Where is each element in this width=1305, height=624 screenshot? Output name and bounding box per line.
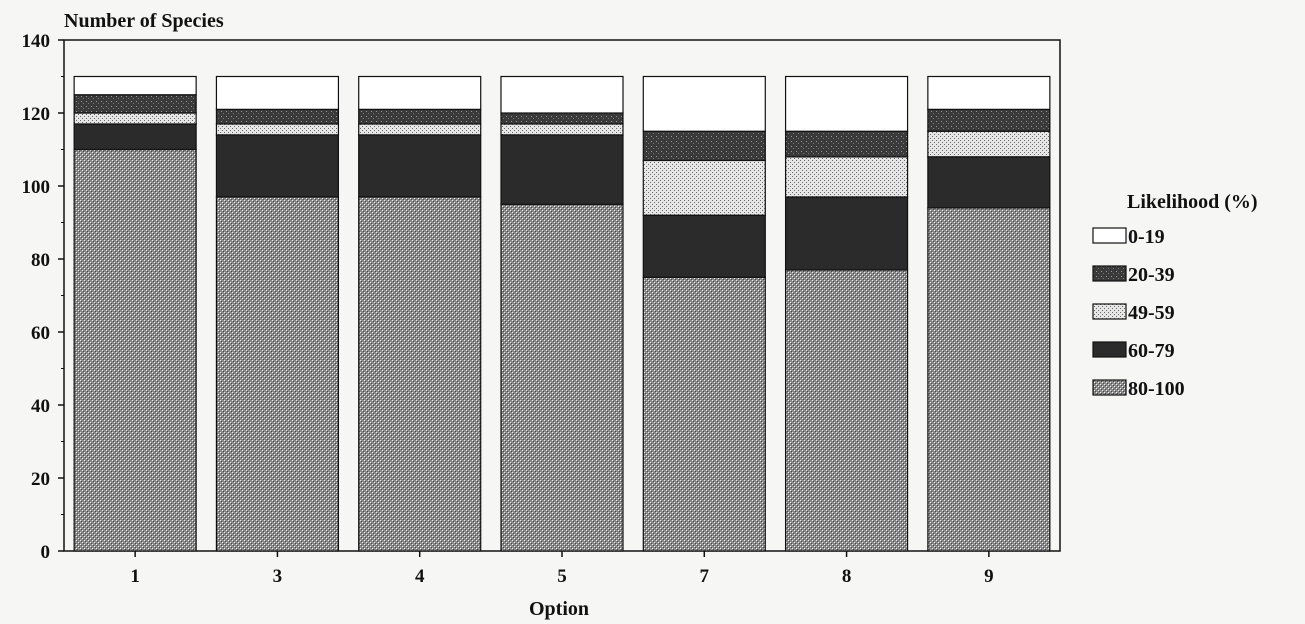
bar-segment-60-79 bbox=[642, 214, 766, 278]
bar-segment-60-79 bbox=[500, 134, 624, 205]
bar-segment-20-39 bbox=[358, 108, 482, 125]
legend-label-49-59: 49-59 bbox=[1128, 302, 1175, 324]
legend-swatch-80-100 bbox=[1092, 379, 1127, 396]
y-axis: 0 20 40 60 80 100 120 140 bbox=[22, 31, 64, 563]
legend-title: Likelihood (%) bbox=[1127, 191, 1258, 213]
x-tick-label: 1 bbox=[130, 566, 140, 587]
y-tick-label: 60 bbox=[31, 323, 50, 344]
bar-segment-20-39 bbox=[500, 112, 624, 125]
bar-segment-0-19 bbox=[784, 75, 909, 132]
legend-label-60-79: 60-79 bbox=[1128, 340, 1175, 362]
y-axis-title: Number of Species bbox=[64, 10, 224, 32]
y-tick-label: 120 bbox=[22, 104, 51, 125]
y-tick-label: 140 bbox=[22, 31, 51, 52]
bar-segment-0-19 bbox=[73, 75, 197, 96]
bar-segment-80-100 bbox=[927, 207, 1051, 552]
bar-segment-60-79 bbox=[73, 123, 197, 151]
bars bbox=[73, 75, 1051, 552]
legend-label-20-39: 20-39 bbox=[1128, 264, 1175, 286]
bar-segment-60-79 bbox=[215, 134, 340, 198]
plot-area: 0 20 40 60 80 100 120 140 1 3 4 5 7 8 9 bbox=[22, 31, 1061, 587]
y-tick-label: 80 bbox=[31, 250, 50, 271]
bar-segment-80-100 bbox=[784, 269, 909, 552]
x-axis: 1 3 4 5 7 8 9 bbox=[130, 551, 994, 587]
bar-segment-60-79 bbox=[358, 134, 482, 198]
x-tick-label: 7 bbox=[700, 566, 710, 587]
bar-segment-49-59 bbox=[73, 112, 197, 125]
bar-segment-20-39 bbox=[215, 108, 340, 125]
bar-segment-0-19 bbox=[927, 75, 1051, 110]
bar-segment-60-79 bbox=[927, 156, 1051, 209]
y-tick-label: 100 bbox=[22, 177, 51, 198]
bar-segment-80-100 bbox=[500, 203, 624, 552]
bar-segment-80-100 bbox=[358, 196, 482, 552]
bar-segment-60-79 bbox=[784, 196, 909, 271]
x-axis-title: Option bbox=[529, 598, 589, 620]
x-tick-label: 3 bbox=[273, 566, 283, 587]
y-tick-label: 40 bbox=[31, 396, 50, 417]
bar-segment-20-39 bbox=[784, 130, 909, 158]
legend-swatch-20-39 bbox=[1092, 265, 1127, 282]
bar-segment-20-39 bbox=[642, 130, 766, 162]
legend-swatch-60-79 bbox=[1092, 341, 1127, 358]
bar-segment-49-59 bbox=[358, 123, 482, 136]
bar-segment-20-39 bbox=[927, 108, 1051, 132]
legend: Likelihood (%) 0-19 20-39 49-59 60-79 80-100 bbox=[1092, 191, 1258, 400]
bar-segment-0-19 bbox=[500, 75, 624, 114]
bar-segment-49-59 bbox=[927, 130, 1051, 158]
y-tick-label: 20 bbox=[31, 469, 50, 490]
bar-segment-49-59 bbox=[784, 156, 909, 198]
x-tick-label: 9 bbox=[984, 566, 994, 587]
bar-segment-0-19 bbox=[642, 75, 766, 132]
legend-swatch-49-59 bbox=[1092, 303, 1127, 320]
x-tick-label: 4 bbox=[415, 566, 425, 587]
bar-segment-80-100 bbox=[73, 148, 197, 552]
bar-segment-20-39 bbox=[73, 94, 197, 114]
legend-label-80-100: 80-100 bbox=[1128, 378, 1185, 400]
bar-segment-49-59 bbox=[500, 123, 624, 136]
bar-segment-0-19 bbox=[215, 75, 340, 110]
bar-segment-80-100 bbox=[215, 196, 340, 552]
x-tick-label: 5 bbox=[557, 566, 567, 587]
legend-swatch-0-19 bbox=[1092, 227, 1127, 244]
x-tick-label: 8 bbox=[842, 566, 852, 587]
bar-segment-0-19 bbox=[358, 75, 482, 110]
bar-segment-49-59 bbox=[215, 123, 340, 136]
legend-label-0-19: 0-19 bbox=[1128, 226, 1165, 248]
bar-segment-80-100 bbox=[642, 276, 766, 552]
bar-segment-49-59 bbox=[642, 159, 766, 216]
y-tick-label: 0 bbox=[41, 542, 51, 563]
